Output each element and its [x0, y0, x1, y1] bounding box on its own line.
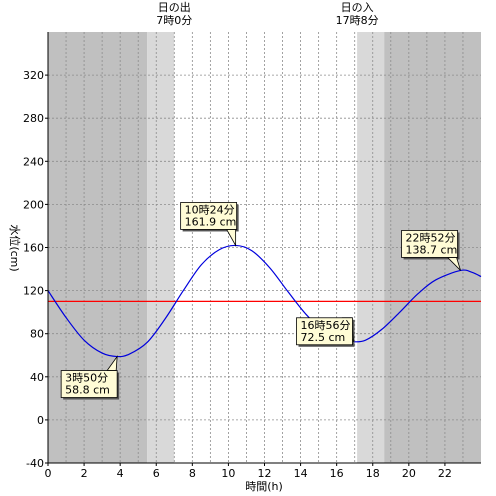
x-tick-label: 0: [45, 467, 52, 480]
x-tick-label: 8: [189, 467, 196, 480]
callout-box: [296, 317, 353, 346]
x-tick-label: 4: [117, 467, 124, 480]
y-tick-label: -40: [26, 457, 44, 470]
callout-value: 58.8 cm: [65, 384, 110, 397]
x-axis-label: 時間(h): [245, 480, 283, 493]
y-tick-label: 120: [23, 285, 44, 298]
y-tick-label: 40: [30, 371, 44, 384]
y-tick-label: 80: [30, 328, 44, 341]
sunrise-time-label: 7時0分: [156, 14, 192, 27]
callout-time: 3時50分: [65, 372, 108, 385]
tick-labels: 0 2 4 6 8 10 12 14 16 18 20 22-40040801201602002402…: [23, 69, 452, 480]
callout-value: 72.5 cm: [300, 331, 345, 344]
callout-box: [180, 202, 238, 230]
callout-value: 161.9 cm: [185, 215, 237, 228]
x-tick-label: 14: [294, 467, 308, 480]
x-tick-label: 10: [221, 467, 235, 480]
x-tick-label: 20: [402, 467, 416, 480]
callout-time: 16時56分: [300, 319, 350, 332]
callout-time: 10時24分: [185, 203, 235, 216]
callout-value: 138.7 cm: [406, 243, 458, 256]
sunset-label: 日の入: [341, 1, 374, 14]
x-tick-label: 2: [81, 467, 88, 480]
x-tick-label: 22: [438, 467, 452, 480]
x-tick-label: 16: [330, 467, 344, 480]
y-tick-label: 0: [37, 414, 44, 427]
callout-box: [401, 230, 458, 258]
y-tick-label: 280: [23, 112, 44, 125]
sunrise-label: 日の出: [158, 0, 191, 14]
callout-time: 22時52分: [406, 231, 456, 244]
y-axis-label: 水位(cm): [8, 224, 22, 271]
y-tick-label: 160: [23, 242, 44, 255]
grid-lines: [48, 32, 481, 463]
x-tick-label: 6: [153, 467, 160, 480]
y-tick-label: 200: [23, 198, 44, 211]
callout-box: [60, 370, 118, 398]
x-tick-label: 18: [366, 467, 380, 480]
y-tick-label: 320: [23, 69, 44, 82]
y-tick-label: 240: [23, 155, 44, 168]
sunset-time-label: 17時8分: [336, 14, 379, 27]
x-tick-label: 12: [258, 467, 272, 480]
